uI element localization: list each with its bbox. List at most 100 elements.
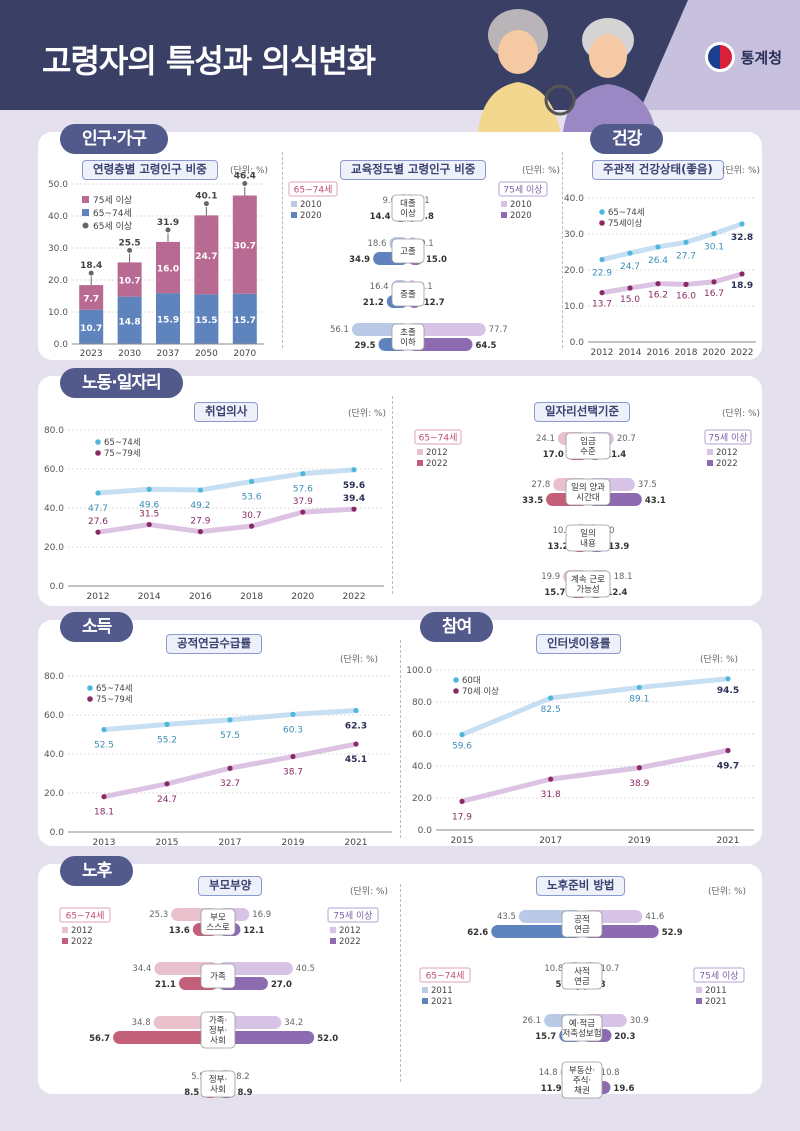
data-label: 27.7: [676, 251, 696, 261]
series-line: [95, 506, 357, 535]
data-label: 19.9: [541, 572, 560, 582]
legend-swatch: [417, 460, 423, 466]
legend-label: 65~74세: [104, 438, 141, 448]
bar-right-2010: [408, 323, 486, 336]
category-label: 중졸: [400, 290, 416, 300]
data-point: [290, 753, 296, 760]
data-label: 37.5: [638, 480, 657, 490]
data-point: [739, 271, 745, 277]
category-label: 대졸: [400, 199, 416, 209]
data-label: 5.5: [191, 1072, 205, 1082]
right-legend-box: [693, 967, 745, 983]
legend-label: 2022: [71, 937, 93, 947]
y-tick-label: 80.0: [412, 698, 432, 708]
category-label: 내용: [580, 539, 596, 549]
y-tick-label: 20.0: [564, 266, 584, 276]
category-label: 주식·: [573, 1076, 591, 1086]
legend-label: 2010: [510, 200, 532, 210]
left-legend-title: 65~74세: [426, 971, 465, 982]
data-label-total: 25.5: [118, 238, 140, 248]
data-label: 11.9: [541, 1084, 562, 1094]
data-label-65-74: 15.7: [234, 316, 256, 326]
unit-education: (단위: %): [522, 166, 561, 176]
category-label: 일의: [580, 528, 596, 539]
data-label: 15.0: [620, 295, 640, 305]
y-tick-label: 20.0: [44, 543, 64, 553]
category-label: 사회: [210, 1085, 226, 1095]
y-tick-label: 60.0: [44, 711, 64, 721]
data-label: 12.7: [424, 298, 445, 308]
legend-marker: [453, 688, 459, 694]
data-label: 57.6: [293, 485, 313, 495]
right-legend-title: 75세 이상: [708, 433, 747, 444]
chart-title-education: 교육정도별 고령인구 비중: [340, 160, 487, 180]
data-label: 49.6: [139, 500, 159, 510]
data-label: 7.8: [419, 212, 434, 222]
legend-label: 65~74세: [93, 208, 132, 219]
legend-swatch: [330, 927, 336, 933]
legend-label: 2022: [716, 459, 738, 469]
chart-title-health: 주관적 건강상태(좋음): [592, 160, 724, 180]
bar-65-74: [194, 294, 219, 344]
data-label: 32.8: [731, 233, 753, 243]
legend-label: 65~74세: [96, 684, 133, 694]
x-tick-label: 2018: [240, 592, 263, 602]
category-label: 계속 근로: [571, 574, 605, 585]
data-label-65-74: 14.8: [118, 317, 140, 327]
data-point: [101, 794, 107, 800]
data-point: [725, 676, 731, 682]
category-box: [561, 1061, 603, 1099]
y-tick-label: 80.0: [44, 426, 64, 436]
data-label: 15.7: [544, 588, 565, 598]
legend-label: 2012: [339, 926, 361, 936]
left-legend-box: [414, 429, 462, 445]
x-tick-label: 2012: [87, 592, 110, 602]
total-marker: [202, 200, 210, 208]
data-label: 27.9: [190, 517, 210, 527]
data-label: 22.9: [592, 269, 612, 279]
data-label: 53.6: [242, 492, 262, 502]
data-label: 10.8: [601, 1068, 620, 1078]
logo: 통계청: [704, 42, 782, 72]
y-tick-label: 0.0: [418, 826, 433, 836]
data-label: 94.5: [717, 686, 739, 696]
data-label: 64.5: [476, 341, 497, 351]
legend-label: 2012: [716, 448, 738, 458]
data-point: [146, 521, 152, 528]
data-label-total: 46.4: [234, 172, 256, 182]
x-tick-label: 2020: [703, 348, 726, 358]
data-label: 21.2: [363, 298, 384, 308]
legend-swatch: [82, 222, 89, 229]
chart-title-parent-support: 부모부양: [198, 876, 263, 896]
left-legend-title: 65~74세: [294, 185, 333, 196]
data-label: 14.4: [370, 212, 391, 222]
x-tick-label: 2021: [345, 838, 368, 848]
category-label: 이하: [400, 337, 416, 348]
data-label: 34.4: [132, 964, 151, 974]
legend-label: 60대: [462, 676, 481, 686]
data-label-total: 18.4: [80, 261, 102, 271]
data-label-total: 31.9: [157, 218, 179, 228]
data-point: [164, 781, 170, 787]
category-label: 일의 양과: [571, 482, 605, 493]
data-label: 59.6: [452, 742, 472, 752]
data-label: 47.7: [88, 504, 108, 514]
x-tick-label: 2019: [628, 836, 651, 846]
legend-label: 65세 이상: [93, 221, 132, 232]
data-label: 17.0: [543, 450, 564, 460]
legend-label: 2011: [705, 986, 727, 996]
right-legend-title: 75세 이상: [699, 971, 738, 982]
data-point: [300, 471, 306, 477]
data-label: 16.7: [704, 289, 724, 299]
data-label: 13.7: [592, 300, 612, 310]
x-tick-label: 2030: [118, 349, 141, 359]
data-label: 39.4: [343, 494, 365, 504]
unit-parent-support: (단위: %): [350, 887, 389, 897]
chart-age-structure: 0.0 10.0 20.0 30.0 40.0 50.0 10.7 7.7 18.4 2023 14…: [48, 172, 264, 359]
data-point: [655, 281, 661, 287]
category-box: [200, 963, 236, 989]
data-point: [353, 741, 359, 747]
data-label: 40.5: [296, 964, 315, 974]
chart-internet: 0.0 20.0 40.0 60.0 80.0 100.0 2015 2017 2019 2021…: [406, 666, 754, 846]
data-label: 27.0: [271, 980, 292, 990]
